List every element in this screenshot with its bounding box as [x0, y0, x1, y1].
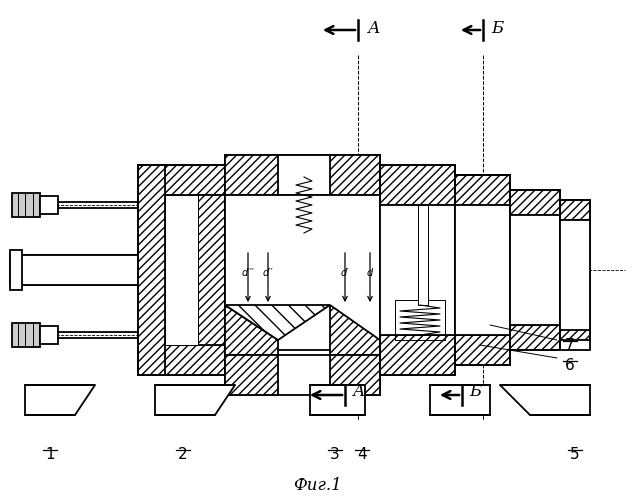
Bar	[455, 205, 510, 335]
Text: d′′: d′′	[262, 268, 273, 278]
Bar	[380, 165, 455, 375]
Text: 7: 7	[565, 338, 575, 353]
Bar	[278, 155, 330, 255]
Bar	[560, 200, 590, 350]
Polygon shape	[500, 385, 590, 415]
Bar	[10, 250, 22, 290]
Bar	[225, 155, 380, 195]
Text: Б: Б	[491, 20, 503, 37]
Polygon shape	[278, 155, 330, 175]
Polygon shape	[278, 175, 295, 235]
Text: А: А	[368, 20, 380, 37]
Polygon shape	[510, 190, 560, 215]
Polygon shape	[299, 295, 313, 305]
Bar	[165, 195, 198, 345]
Polygon shape	[313, 175, 330, 235]
Polygon shape	[198, 195, 225, 345]
Bar	[225, 195, 380, 350]
Polygon shape	[310, 385, 365, 415]
Polygon shape	[330, 155, 380, 195]
Text: 6: 6	[565, 358, 575, 373]
Text: 1: 1	[45, 447, 55, 462]
Text: Б: Б	[469, 383, 481, 400]
Polygon shape	[560, 320, 590, 340]
Bar	[12, 193, 40, 217]
Bar	[40, 326, 58, 344]
Polygon shape	[430, 385, 490, 415]
Bar	[510, 215, 560, 325]
Polygon shape	[225, 305, 278, 355]
Bar	[225, 355, 380, 395]
Text: Фиг.1: Фиг.1	[293, 477, 341, 494]
Bar	[395, 300, 445, 340]
Polygon shape	[510, 325, 560, 350]
Polygon shape	[138, 345, 225, 375]
Bar	[138, 165, 225, 375]
Text: 5: 5	[570, 447, 580, 462]
Bar	[455, 175, 510, 365]
Bar	[10, 255, 155, 285]
Polygon shape	[330, 355, 380, 395]
Bar	[299, 255, 313, 295]
Polygon shape	[225, 305, 330, 340]
Text: А: А	[353, 383, 366, 400]
Polygon shape	[278, 235, 330, 255]
Text: 3: 3	[330, 447, 340, 462]
Bar	[418, 205, 428, 305]
Polygon shape	[380, 335, 455, 375]
Bar	[560, 220, 590, 330]
Text: d: d	[367, 268, 373, 278]
Polygon shape	[225, 155, 278, 195]
Text: 2: 2	[178, 447, 188, 462]
Bar	[10, 255, 155, 285]
Bar	[12, 323, 40, 347]
Polygon shape	[225, 355, 278, 395]
Polygon shape	[455, 335, 510, 365]
Text: d′: d′	[340, 268, 349, 278]
Polygon shape	[138, 165, 225, 195]
Polygon shape	[25, 385, 95, 415]
Text: 4: 4	[357, 447, 367, 462]
Polygon shape	[560, 200, 590, 220]
Bar	[510, 190, 560, 350]
Polygon shape	[380, 165, 455, 205]
Polygon shape	[455, 175, 510, 205]
Polygon shape	[155, 385, 235, 415]
Bar	[380, 205, 455, 335]
Text: d′′′: d′′′	[242, 268, 254, 278]
Polygon shape	[138, 165, 165, 375]
Polygon shape	[330, 305, 380, 355]
Bar	[40, 196, 58, 214]
